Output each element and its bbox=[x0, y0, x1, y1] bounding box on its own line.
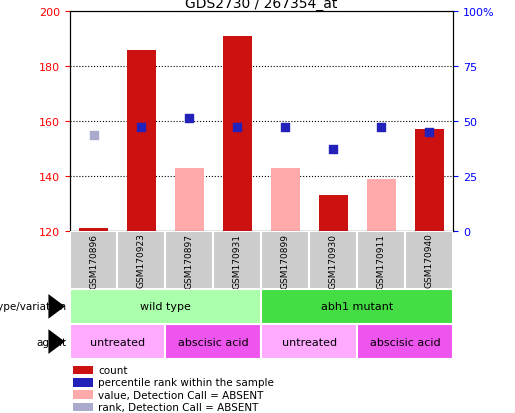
Text: GSM170896: GSM170896 bbox=[89, 233, 98, 288]
Bar bbox=[223, 37, 252, 231]
Text: count: count bbox=[98, 365, 128, 375]
Text: GSM170897: GSM170897 bbox=[185, 233, 194, 288]
Bar bbox=[165, 231, 213, 289]
Text: GSM170923: GSM170923 bbox=[137, 233, 146, 288]
Polygon shape bbox=[48, 294, 65, 319]
Bar bbox=[73, 366, 93, 374]
Bar bbox=[415, 130, 443, 231]
Bar bbox=[367, 179, 396, 231]
Bar bbox=[165, 324, 261, 359]
Polygon shape bbox=[48, 330, 65, 354]
Text: rank, Detection Call = ABSENT: rank, Detection Call = ABSENT bbox=[98, 402, 259, 412]
Bar bbox=[357, 324, 453, 359]
Text: abscisic acid: abscisic acid bbox=[178, 337, 249, 347]
Point bbox=[377, 124, 385, 131]
Text: agent: agent bbox=[37, 337, 67, 347]
Text: untreated: untreated bbox=[282, 337, 337, 347]
Bar bbox=[127, 51, 156, 231]
Bar bbox=[70, 324, 165, 359]
Point bbox=[425, 130, 433, 136]
Bar bbox=[261, 324, 357, 359]
Text: GSM170899: GSM170899 bbox=[281, 233, 290, 288]
Bar bbox=[70, 289, 261, 324]
Bar bbox=[79, 228, 108, 231]
Text: genotype/variation: genotype/variation bbox=[0, 301, 67, 312]
Text: abscisic acid: abscisic acid bbox=[370, 337, 440, 347]
Point bbox=[329, 146, 337, 152]
Text: GSM170931: GSM170931 bbox=[233, 233, 242, 288]
Bar bbox=[175, 169, 204, 231]
Point bbox=[281, 124, 289, 131]
Point bbox=[185, 116, 194, 122]
Text: GSM170940: GSM170940 bbox=[425, 233, 434, 288]
Bar bbox=[213, 231, 261, 289]
Bar bbox=[73, 390, 93, 399]
Text: GSM170930: GSM170930 bbox=[329, 233, 338, 288]
Bar bbox=[310, 231, 357, 289]
Bar bbox=[73, 378, 93, 387]
Title: GDS2730 / 267354_at: GDS2730 / 267354_at bbox=[185, 0, 337, 12]
Text: abh1 mutant: abh1 mutant bbox=[321, 301, 393, 312]
Bar bbox=[319, 196, 348, 231]
Bar bbox=[261, 231, 310, 289]
Bar bbox=[70, 231, 117, 289]
Text: value, Detection Call = ABSENT: value, Detection Call = ABSENT bbox=[98, 390, 264, 400]
Bar bbox=[261, 289, 453, 324]
Bar bbox=[117, 231, 165, 289]
Bar bbox=[405, 231, 453, 289]
Text: wild type: wild type bbox=[140, 301, 191, 312]
Text: percentile rank within the sample: percentile rank within the sample bbox=[98, 377, 274, 387]
Text: GSM170911: GSM170911 bbox=[377, 233, 386, 288]
Bar bbox=[271, 169, 300, 231]
Point bbox=[138, 124, 146, 131]
Point bbox=[233, 124, 242, 131]
Text: untreated: untreated bbox=[90, 337, 145, 347]
Bar bbox=[73, 403, 93, 411]
Point bbox=[90, 132, 98, 139]
Bar bbox=[357, 231, 405, 289]
